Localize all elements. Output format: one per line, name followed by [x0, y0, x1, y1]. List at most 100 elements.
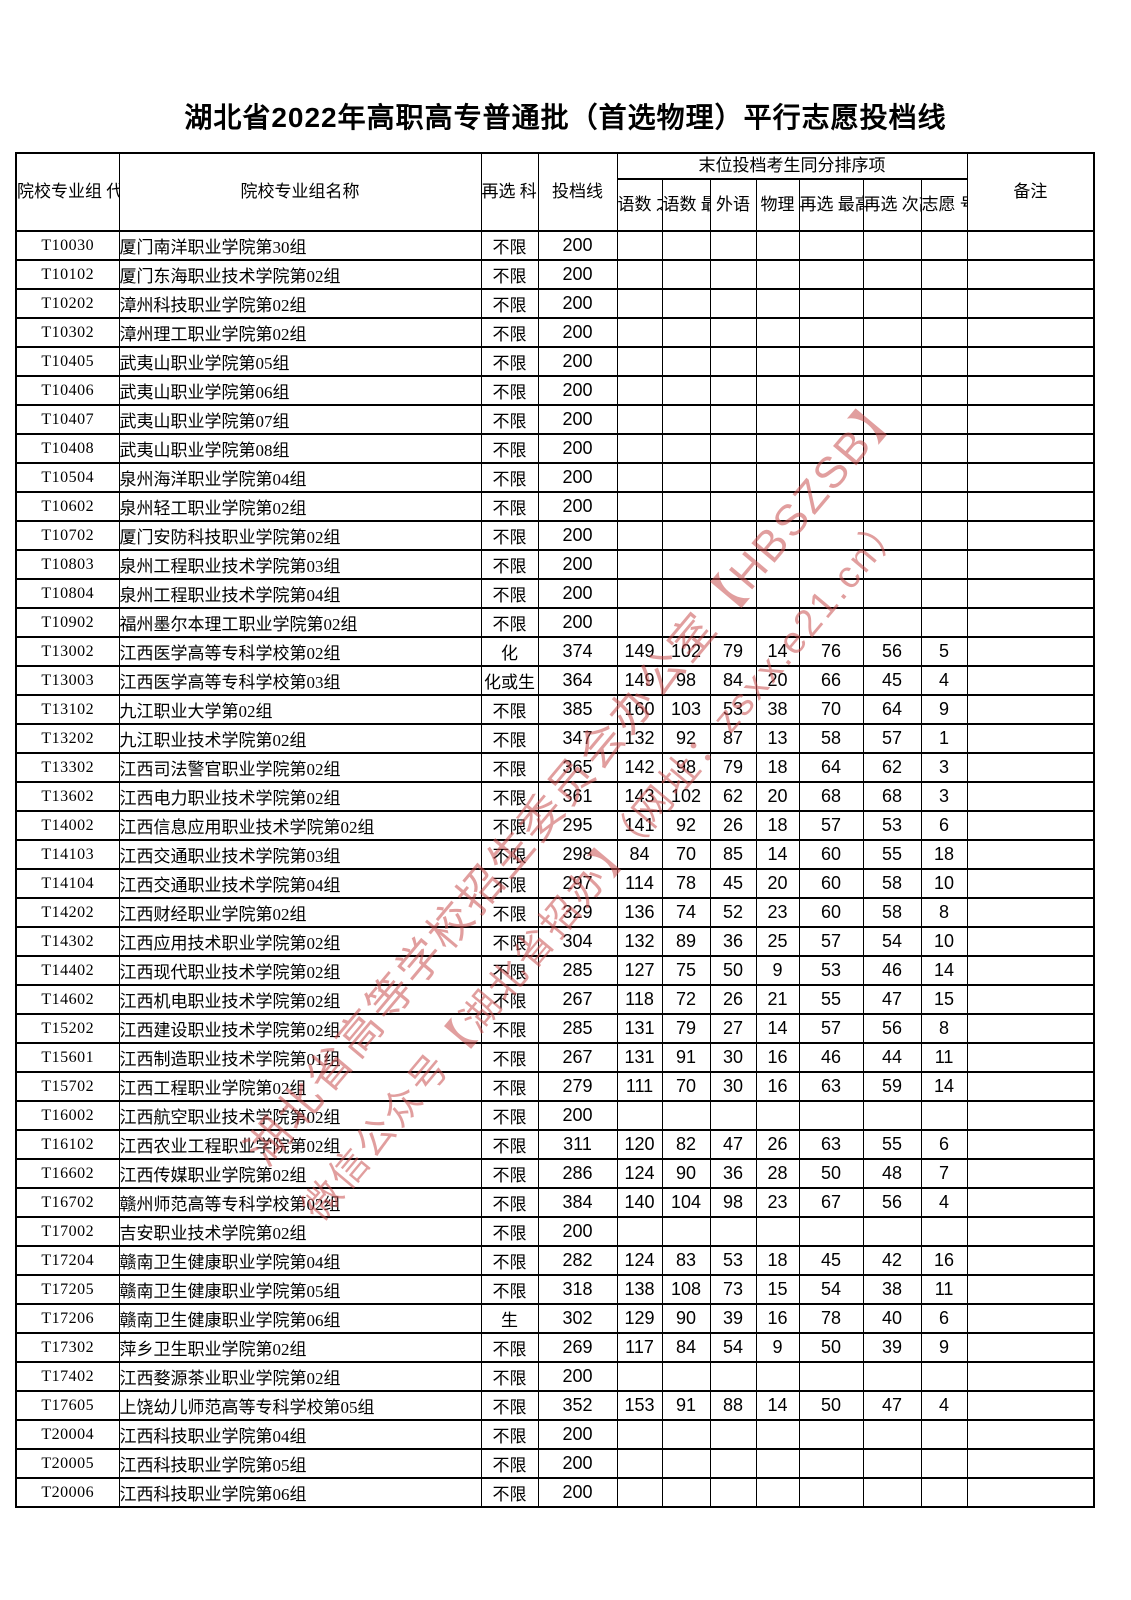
cell-subject-req: 不限: [480, 433, 539, 464]
cell-remark: [966, 346, 1095, 377]
cell-subject-req: 不限: [480, 839, 539, 870]
cell-code: T10202: [15, 288, 120, 319]
cell-name: 江西制造职业技术学院第01组: [118, 1042, 482, 1073]
table-row: T14202 江西财经职业学院第02组 不限 329 136 74 52 23 …: [15, 897, 1095, 928]
cell-subject-req: 不限: [480, 1129, 539, 1160]
cell-line: 200: [537, 1100, 618, 1131]
cell-max-cm: 74: [661, 897, 711, 928]
cell-reselect-second: [862, 607, 922, 638]
cell-remark: [966, 1129, 1095, 1160]
cell-max-cm: 78: [661, 868, 711, 899]
cell-volunteer-no: 4: [920, 1187, 968, 1218]
cell-max-cm: 91: [661, 1390, 711, 1421]
cell-line: 352: [537, 1390, 618, 1421]
cell-reselect-second: [862, 259, 922, 290]
cell-line: 374: [537, 636, 618, 667]
cell-volunteer-no: [920, 1361, 968, 1392]
cell-line: 200: [537, 1216, 618, 1247]
cell-reselect-max: [798, 1419, 864, 1450]
cell-subject-req: 不限: [480, 868, 539, 899]
cell-volunteer-no: 10: [920, 926, 968, 957]
cell-remark: [966, 955, 1095, 986]
cell-name: 厦门东海职业技术学院第02组: [118, 259, 482, 290]
cell-reselect-second: 39: [862, 1332, 922, 1363]
cell-line: 200: [537, 462, 618, 493]
cell-name: 江西机电职业技术学院第02组: [118, 984, 482, 1015]
cell-line: 200: [537, 259, 618, 290]
cell-remark: [966, 926, 1095, 957]
cell-remark: [966, 1187, 1095, 1218]
cell-max-cm: [661, 375, 711, 406]
cell-foreign: 26: [709, 810, 757, 841]
cell-code: T17402: [15, 1361, 120, 1392]
cell-remark: [966, 897, 1095, 928]
cell-max-cm: 90: [661, 1303, 711, 1334]
cell-physics: [755, 404, 800, 435]
cell-code: T14602: [15, 984, 120, 1015]
cell-physics: [755, 1419, 800, 1450]
cell-remark: [966, 810, 1095, 841]
cell-physics: 18: [755, 1245, 800, 1276]
cell-remark: [966, 636, 1095, 667]
cell-foreign: 98: [709, 1187, 757, 1218]
cell-max-cm: 98: [661, 665, 711, 696]
cell-name: 江西医学高等专科学校第02组: [118, 636, 482, 667]
cell-code: T10803: [15, 549, 120, 580]
cell-line: 304: [537, 926, 618, 957]
cell-foreign: 39: [709, 1303, 757, 1334]
cell-subject-req: 不限: [480, 1042, 539, 1073]
cell-name: 泉州工程职业技术学院第04组: [118, 578, 482, 609]
header-name: 院校专业组名称: [118, 152, 482, 232]
cell-remark: [966, 1419, 1095, 1450]
cell-foreign: 85: [709, 839, 757, 870]
cell-sum-cm: 142: [616, 752, 663, 783]
cell-reselect-max: 60: [798, 897, 864, 928]
cell-volunteer-no: 9: [920, 694, 968, 725]
cell-name: 武夷山职业学院第05组: [118, 346, 482, 377]
cell-physics: [755, 462, 800, 493]
cell-physics: 9: [755, 955, 800, 986]
cell-line: 200: [537, 520, 618, 551]
cell-reselect-max: [798, 1477, 864, 1508]
cell-code: T10405: [15, 346, 120, 377]
cell-sum-cm: [616, 346, 663, 377]
table-row: T10504 泉州海洋职业学院第04组 不限 200: [15, 462, 1095, 493]
cell-max-cm: [661, 578, 711, 609]
cell-code: T13202: [15, 723, 120, 754]
cell-reselect-second: [862, 230, 922, 261]
cell-foreign: 36: [709, 1158, 757, 1189]
cell-max-cm: [661, 1477, 711, 1508]
cell-line: 200: [537, 1419, 618, 1450]
cell-reselect-max: 53: [798, 955, 864, 986]
cell-physics: [755, 607, 800, 638]
cell-remark: [966, 317, 1095, 348]
cell-physics: [755, 259, 800, 290]
cell-sum-cm: [616, 549, 663, 580]
cell-line: 200: [537, 288, 618, 319]
cell-reselect-max: [798, 1216, 864, 1247]
cell-subject-req: 不限: [480, 897, 539, 928]
cell-reselect-max: [798, 1100, 864, 1131]
cell-reselect-max: [798, 259, 864, 290]
cell-foreign: 73: [709, 1274, 757, 1305]
cell-subject-req: 不限: [480, 1361, 539, 1392]
cell-name: 江西传媒职业学院第02组: [118, 1158, 482, 1189]
cell-max-cm: 84: [661, 1332, 711, 1363]
cell-line: 200: [537, 549, 618, 580]
cell-volunteer-no: [920, 1100, 968, 1131]
cell-sum-cm: [616, 1477, 663, 1508]
cell-max-cm: [661, 1361, 711, 1392]
cell-code: T20006: [15, 1477, 120, 1508]
cell-max-cm: [661, 520, 711, 551]
cell-sum-cm: [616, 607, 663, 638]
cell-physics: 16: [755, 1071, 800, 1102]
table-row: T17002 吉安职业技术学院第02组 不限 200: [15, 1216, 1095, 1247]
cell-code: T17605: [15, 1390, 120, 1421]
cell-volunteer-no: [920, 317, 968, 348]
cell-line: 347: [537, 723, 618, 754]
cell-reselect-max: [798, 1361, 864, 1392]
cell-sum-cm: 124: [616, 1245, 663, 1276]
cell-name: 江西司法警官职业学院第02组: [118, 752, 482, 783]
cell-foreign: [709, 375, 757, 406]
cell-foreign: 53: [709, 694, 757, 725]
